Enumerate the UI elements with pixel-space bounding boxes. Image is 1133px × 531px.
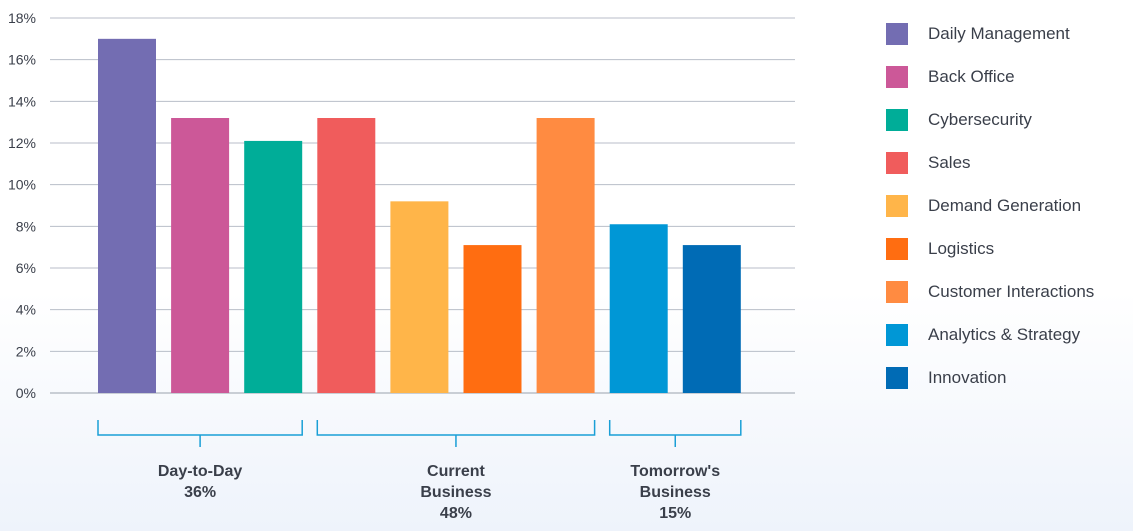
legend-label: Demand Generation	[928, 195, 1082, 215]
legend-label: Logistics	[928, 238, 995, 258]
group-bracket: Tomorrow's Business 15%	[608, 420, 742, 522]
group-label: Current	[427, 463, 485, 480]
legend-label: Customer Interactions	[928, 281, 1095, 301]
legend-swatch	[886, 280, 908, 303]
group-label: Day-to-Day	[158, 463, 243, 480]
legend-swatch	[886, 323, 908, 346]
group-bracket: Day-to-Day 36%	[97, 420, 303, 501]
group-label: Business	[420, 484, 491, 501]
bracket-line	[608, 420, 742, 447]
group-label: Business	[640, 484, 711, 501]
y-tick-label: 10%	[8, 177, 36, 193]
bars	[98, 38, 741, 393]
y-tick-label: 6%	[16, 260, 36, 276]
bar	[98, 38, 156, 393]
legend-swatch	[886, 194, 908, 217]
legend-item: Logistics	[886, 227, 1094, 270]
bar	[317, 118, 376, 393]
y-tick-label: 2%	[16, 343, 36, 359]
legend-swatch	[886, 22, 908, 45]
legend-item: Innovation	[886, 356, 1094, 399]
y-tick-label: 0%	[16, 385, 36, 401]
bar	[244, 140, 303, 393]
y-tick-label: 14%	[8, 93, 36, 109]
legend-item: Back Office	[886, 55, 1094, 98]
group-bracket: Current Business 48%	[316, 420, 596, 522]
y-tick-label: 4%	[16, 302, 36, 318]
legend-swatch	[886, 108, 908, 131]
y-tick-label: 16%	[8, 52, 36, 68]
group-label: 48%	[440, 505, 472, 522]
legend-swatch	[886, 366, 908, 389]
group-label: Tomorrow's	[630, 463, 720, 480]
category-groups: Day-to-Day 36% Current Business 48% Tomorrow'…	[97, 420, 742, 522]
legend-label: Analytics & Strategy	[928, 324, 1081, 344]
bar-chart: 0% 2% 4% 6% 8% 10% 12% 14% 16% 18% Day-to-Day 36% C…	[8, 10, 795, 522]
bracket-line	[316, 420, 596, 447]
bar	[463, 245, 522, 393]
y-tick-label: 8%	[16, 218, 36, 234]
y-tick-label: 18%	[8, 10, 36, 26]
bar	[171, 118, 230, 393]
legend-label: Sales	[928, 152, 971, 172]
bar	[390, 201, 449, 393]
legend-item: Customer Interactions	[886, 270, 1094, 313]
legend-label: Cybersecurity	[928, 109, 1032, 129]
legend: Daily Management Back Office Cybersecurity…	[886, 12, 1094, 399]
group-label: 36%	[184, 484, 216, 501]
legend-label: Innovation	[928, 367, 1007, 387]
bar	[536, 118, 595, 393]
legend-item: Sales	[886, 141, 1094, 184]
legend-item: Analytics & Strategy	[886, 313, 1094, 356]
bar	[609, 224, 668, 393]
legend-swatch	[886, 65, 908, 88]
y-tick-label: 12%	[8, 135, 36, 151]
legend-swatch	[886, 237, 908, 260]
group-label: 15%	[659, 505, 691, 522]
bar	[682, 245, 741, 393]
legend-item: Daily Management	[886, 12, 1094, 55]
legend-item: Demand Generation	[886, 184, 1094, 227]
y-axis-tick-labels: 0% 2% 4% 6% 8% 10% 12% 14% 16% 18%	[8, 10, 36, 401]
legend-label: Daily Management	[928, 23, 1070, 43]
legend-label: Back Office	[928, 66, 1015, 86]
legend-item: Cybersecurity	[886, 98, 1094, 141]
bracket-line	[97, 420, 303, 447]
legend-swatch	[886, 151, 908, 174]
